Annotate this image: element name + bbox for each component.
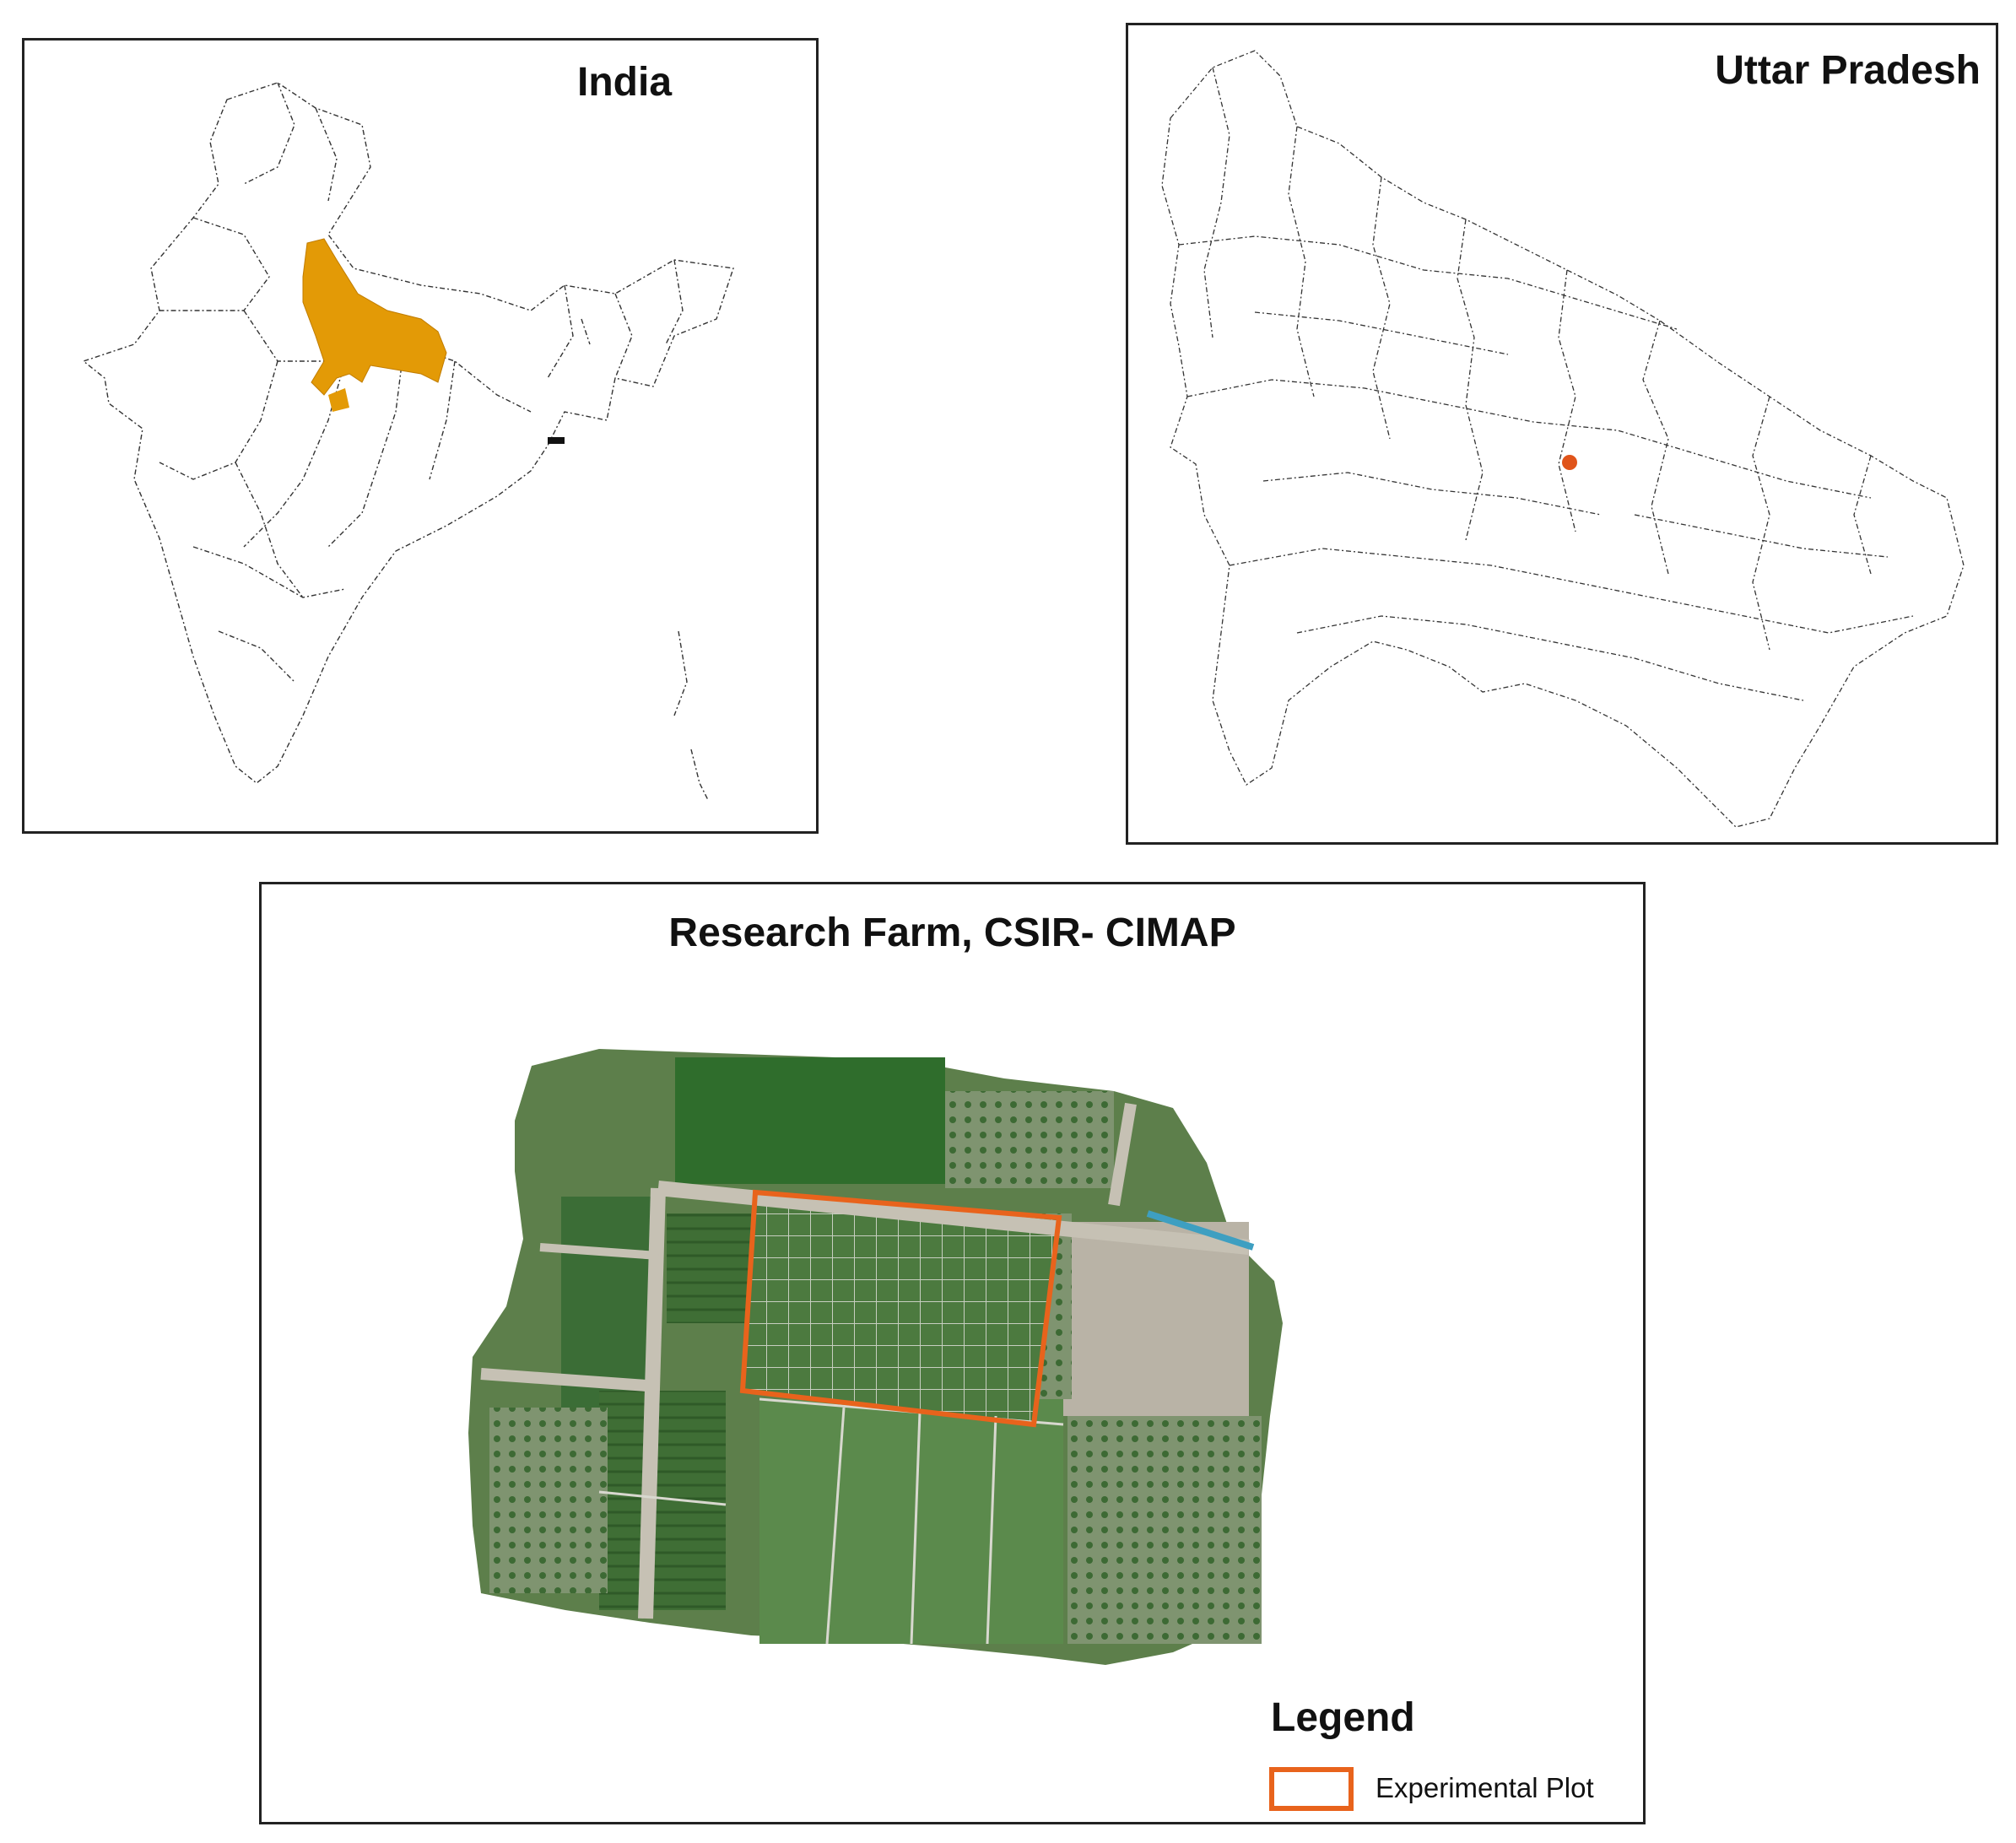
india-map-title: India	[577, 60, 673, 105]
experimental-plot-outline	[739, 1189, 1062, 1428]
legend-title: Legend	[1271, 1695, 1415, 1740]
uttar-pradesh-map-panel: Uttar Pradesh	[1126, 23, 1998, 845]
research-farm-panel: Research Farm, CSIR- CIMAP	[259, 882, 1646, 1824]
uttar-pradesh-outline	[1161, 50, 1965, 828]
uttar-pradesh-map-title: Uttar Pradesh	[1715, 48, 1981, 93]
india-map-panel: India	[22, 38, 819, 834]
india-outline	[82, 82, 734, 784]
research-farm-aerial-image	[468, 1049, 1283, 1665]
location-marker	[1562, 455, 1577, 470]
research-farm-title: Research Farm, CSIR- CIMAP	[668, 911, 1236, 955]
experimental-plot-label: Experimental Plot	[1376, 1772, 1594, 1803]
experimental-plot-swatch	[1269, 1767, 1354, 1811]
uttar-pradesh-map	[1161, 50, 1965, 828]
india-map	[82, 82, 734, 801]
uttar-pradesh-highlight	[302, 238, 447, 396]
